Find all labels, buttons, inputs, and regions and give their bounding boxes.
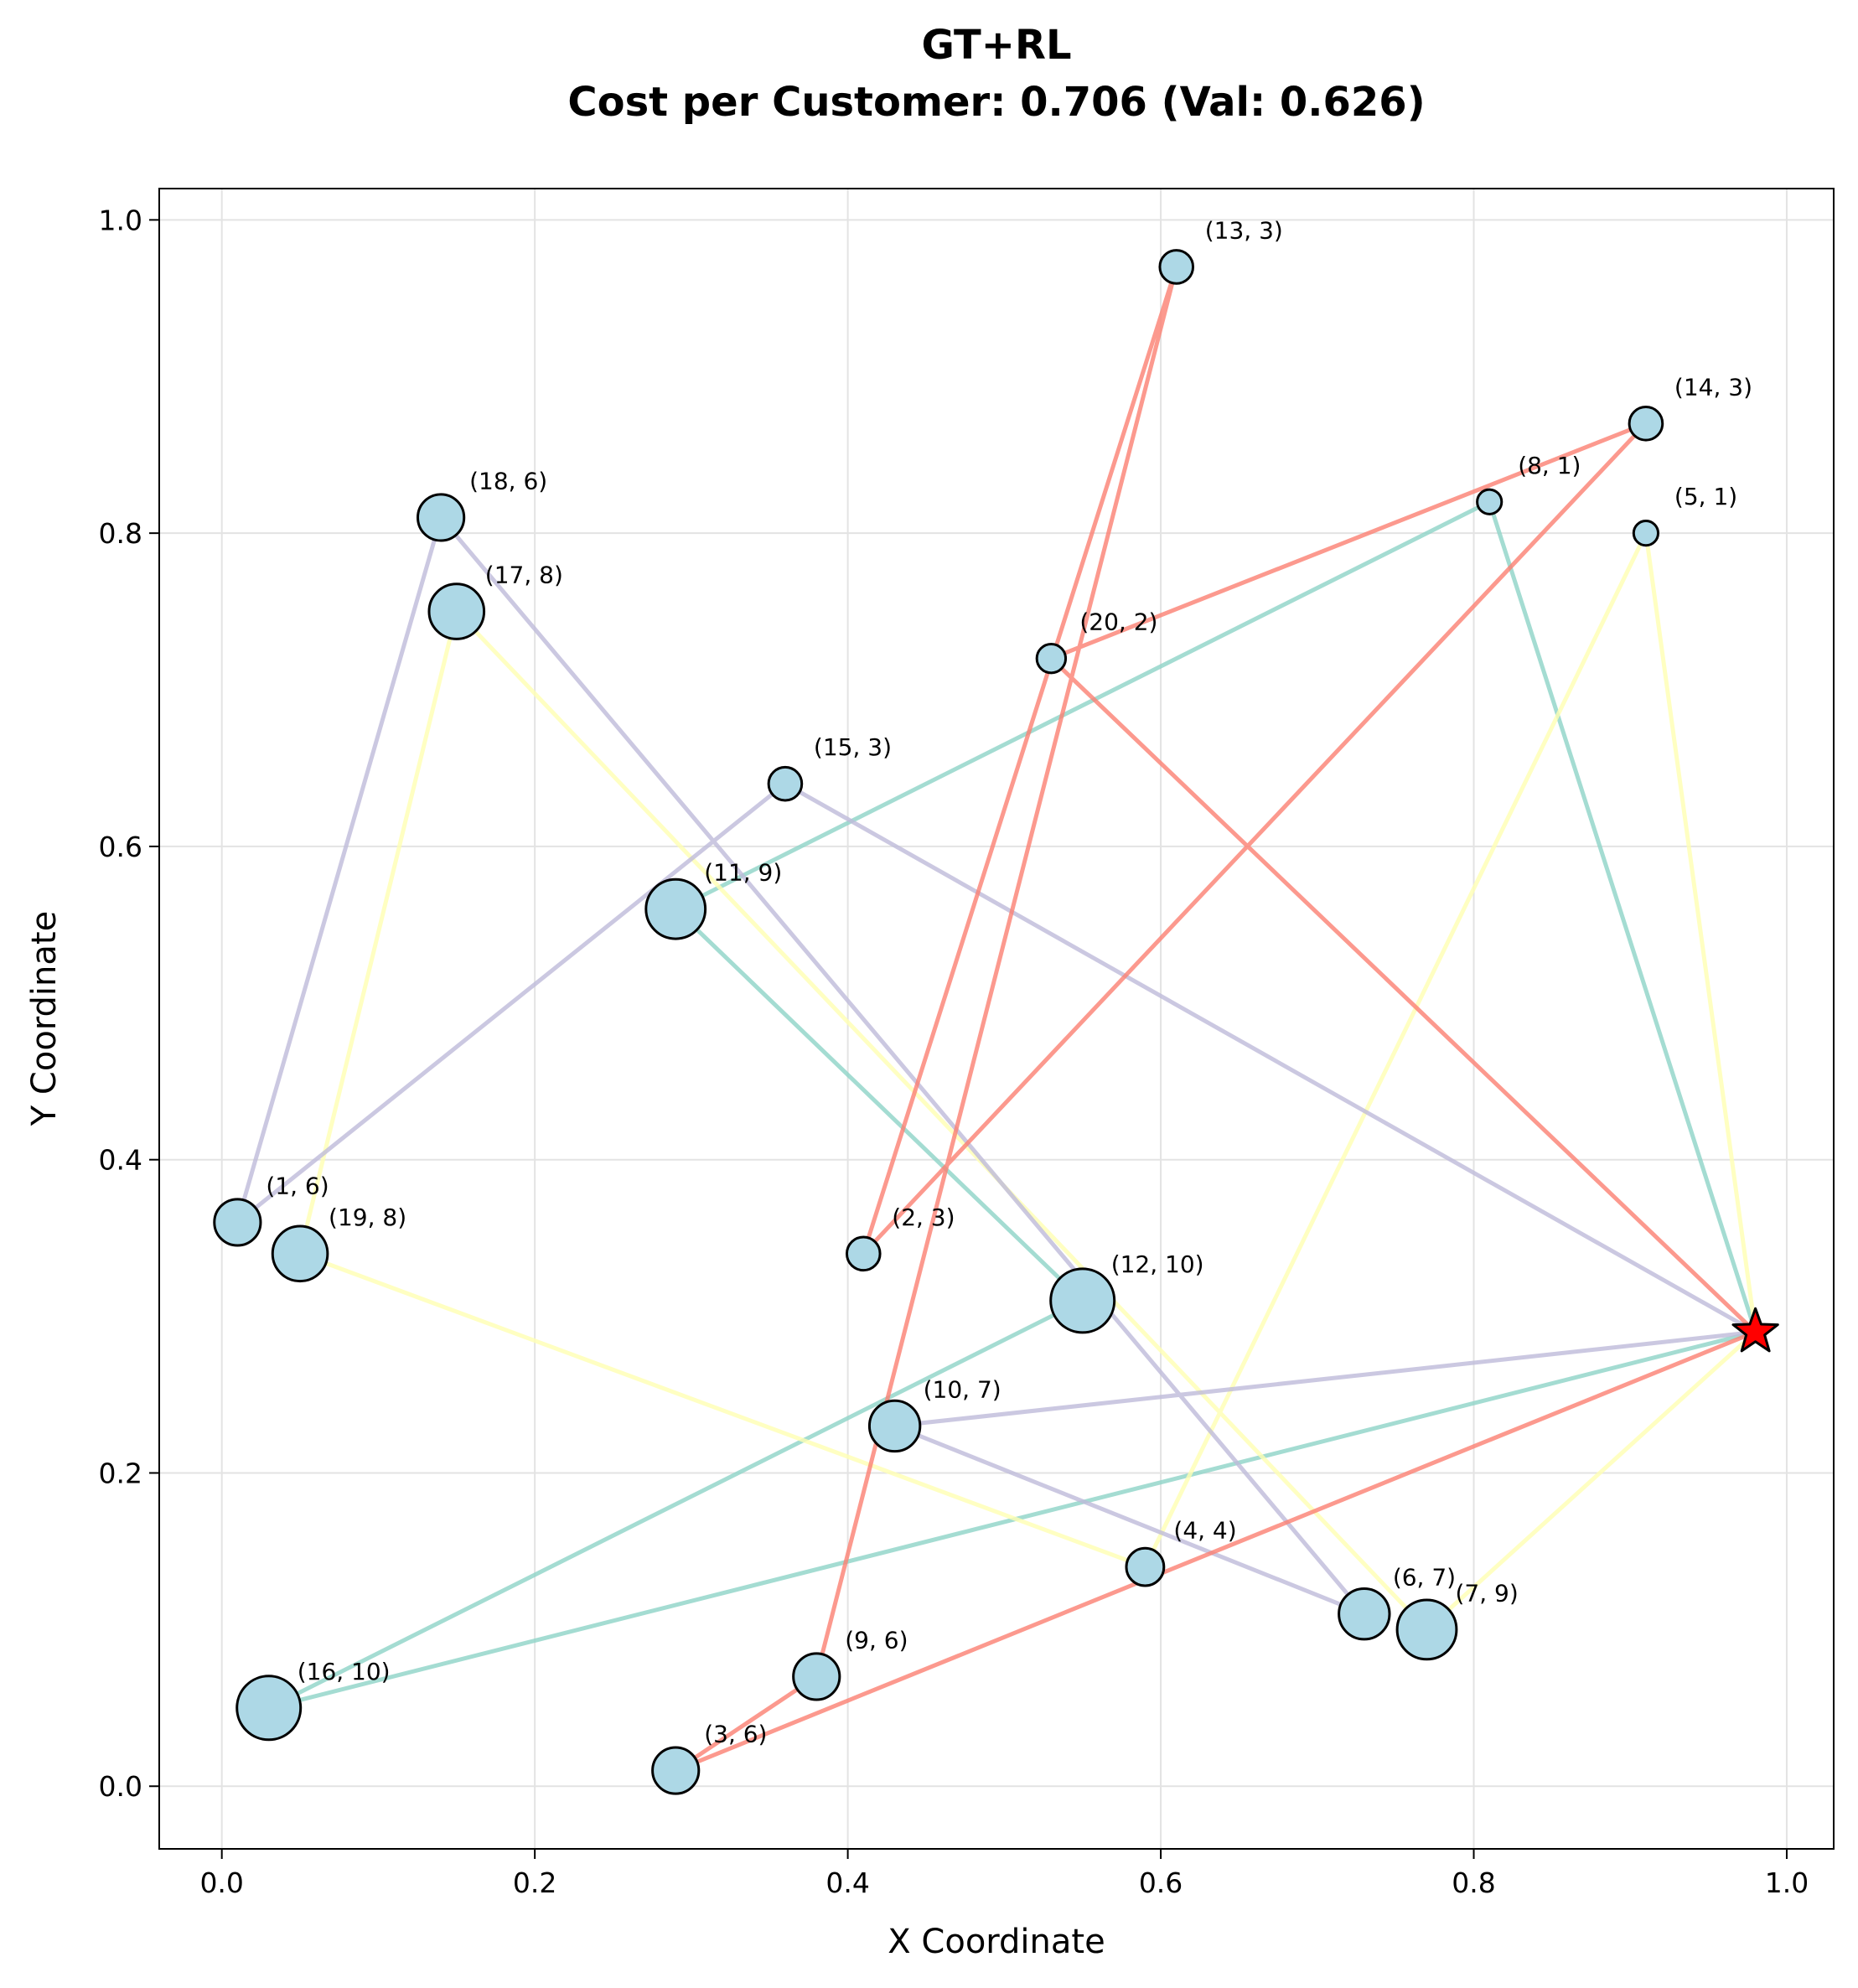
y-tick-label: 0.2 <box>99 1457 142 1489</box>
customer-point <box>1628 406 1664 442</box>
customer-point <box>644 878 707 940</box>
customer-label: (14, 3) <box>1674 373 1752 401</box>
depot-star-marker <box>1731 1307 1779 1353</box>
customer-label: (8, 1) <box>1518 452 1581 479</box>
customer-point <box>1395 1598 1458 1661</box>
x-tick-label: 0.8 <box>1452 1866 1495 1899</box>
customer-label: (12, 10) <box>1111 1250 1204 1278</box>
x-axis-label: X Coordinate <box>888 1923 1105 1961</box>
customer-point <box>651 1746 701 1795</box>
customer-label: (5, 1) <box>1674 483 1737 510</box>
route-line <box>235 515 1757 1617</box>
customer-label: (20, 2) <box>1079 608 1157 636</box>
route-line <box>673 264 1757 1773</box>
customer-label: (16, 10) <box>298 1658 391 1685</box>
customer-label: (1, 6) <box>266 1172 329 1199</box>
customer-point <box>1049 1267 1116 1334</box>
customer-point <box>213 1198 262 1247</box>
customer-point <box>1338 1587 1391 1641</box>
chart-title: GT+RL <box>921 22 1071 69</box>
customer-point <box>417 493 466 542</box>
y-axis-label: Y Coordinate <box>25 911 64 1126</box>
customer-point <box>867 1399 922 1453</box>
customer-label: (3, 6) <box>704 1721 767 1748</box>
chart-subtitle: Cost per Customer: 0.706 (Val: 0.626) <box>567 79 1425 126</box>
customer-point <box>792 1652 841 1701</box>
customer-point <box>271 1224 329 1283</box>
route-line <box>267 500 1758 1711</box>
customer-label: (13, 3) <box>1205 216 1283 244</box>
customer-point <box>1632 520 1660 547</box>
plot-frame <box>158 188 1835 1850</box>
y-tick-label: 1.0 <box>99 204 142 236</box>
customer-label: (4, 4) <box>1173 1517 1236 1545</box>
depot <box>1731 1307 1779 1353</box>
y-tick-label: 0.6 <box>99 831 142 863</box>
customer-label: (6, 7) <box>1393 1564 1456 1592</box>
x-tick-label: 1.0 <box>1765 1866 1809 1899</box>
customer-label: (11, 9) <box>704 859 782 887</box>
customer-label: (19, 8) <box>329 1204 406 1231</box>
customer-label: (9, 6) <box>845 1626 908 1654</box>
routes <box>235 264 1758 1773</box>
customer-label: (17, 8) <box>485 562 563 589</box>
x-tick-label: 0.6 <box>1139 1866 1183 1899</box>
customer-label: (10, 7) <box>924 1375 1001 1403</box>
customer-point <box>1158 249 1195 285</box>
customer-point <box>427 582 486 640</box>
customer-label: (18, 6) <box>469 467 547 494</box>
customer-point <box>767 765 804 802</box>
y-tick-label: 0.8 <box>99 517 142 550</box>
customer-point <box>235 1675 303 1742</box>
axis-ticks: 0.0 0.2 0.4 0.6 0.8 1.0 0.0 0.2 0.4 0.6 0.8 1.0 <box>99 204 1809 1899</box>
x-tick-label: 0.0 <box>199 1866 243 1899</box>
customer-label: (2, 3) <box>892 1204 955 1231</box>
customer-label: (15, 3) <box>814 733 892 761</box>
customer-point <box>1125 1546 1166 1587</box>
customer-point <box>1476 488 1503 515</box>
y-tick-label: 0.4 <box>99 1144 142 1177</box>
x-tick-label: 0.4 <box>825 1866 869 1899</box>
customer-label: (7, 9) <box>1456 1579 1519 1607</box>
x-tick-label: 0.2 <box>513 1866 556 1899</box>
y-tick-label: 0.0 <box>99 1770 142 1803</box>
customer-point <box>845 1235 882 1272</box>
point-labels: (1, 6) (2, 3) (3, 6) (4, 4) (5, 1) (6, 7)(7, … <box>266 216 1752 1747</box>
grid <box>159 189 1834 1849</box>
customer-points <box>213 249 1664 1795</box>
customer-point <box>1035 642 1068 675</box>
